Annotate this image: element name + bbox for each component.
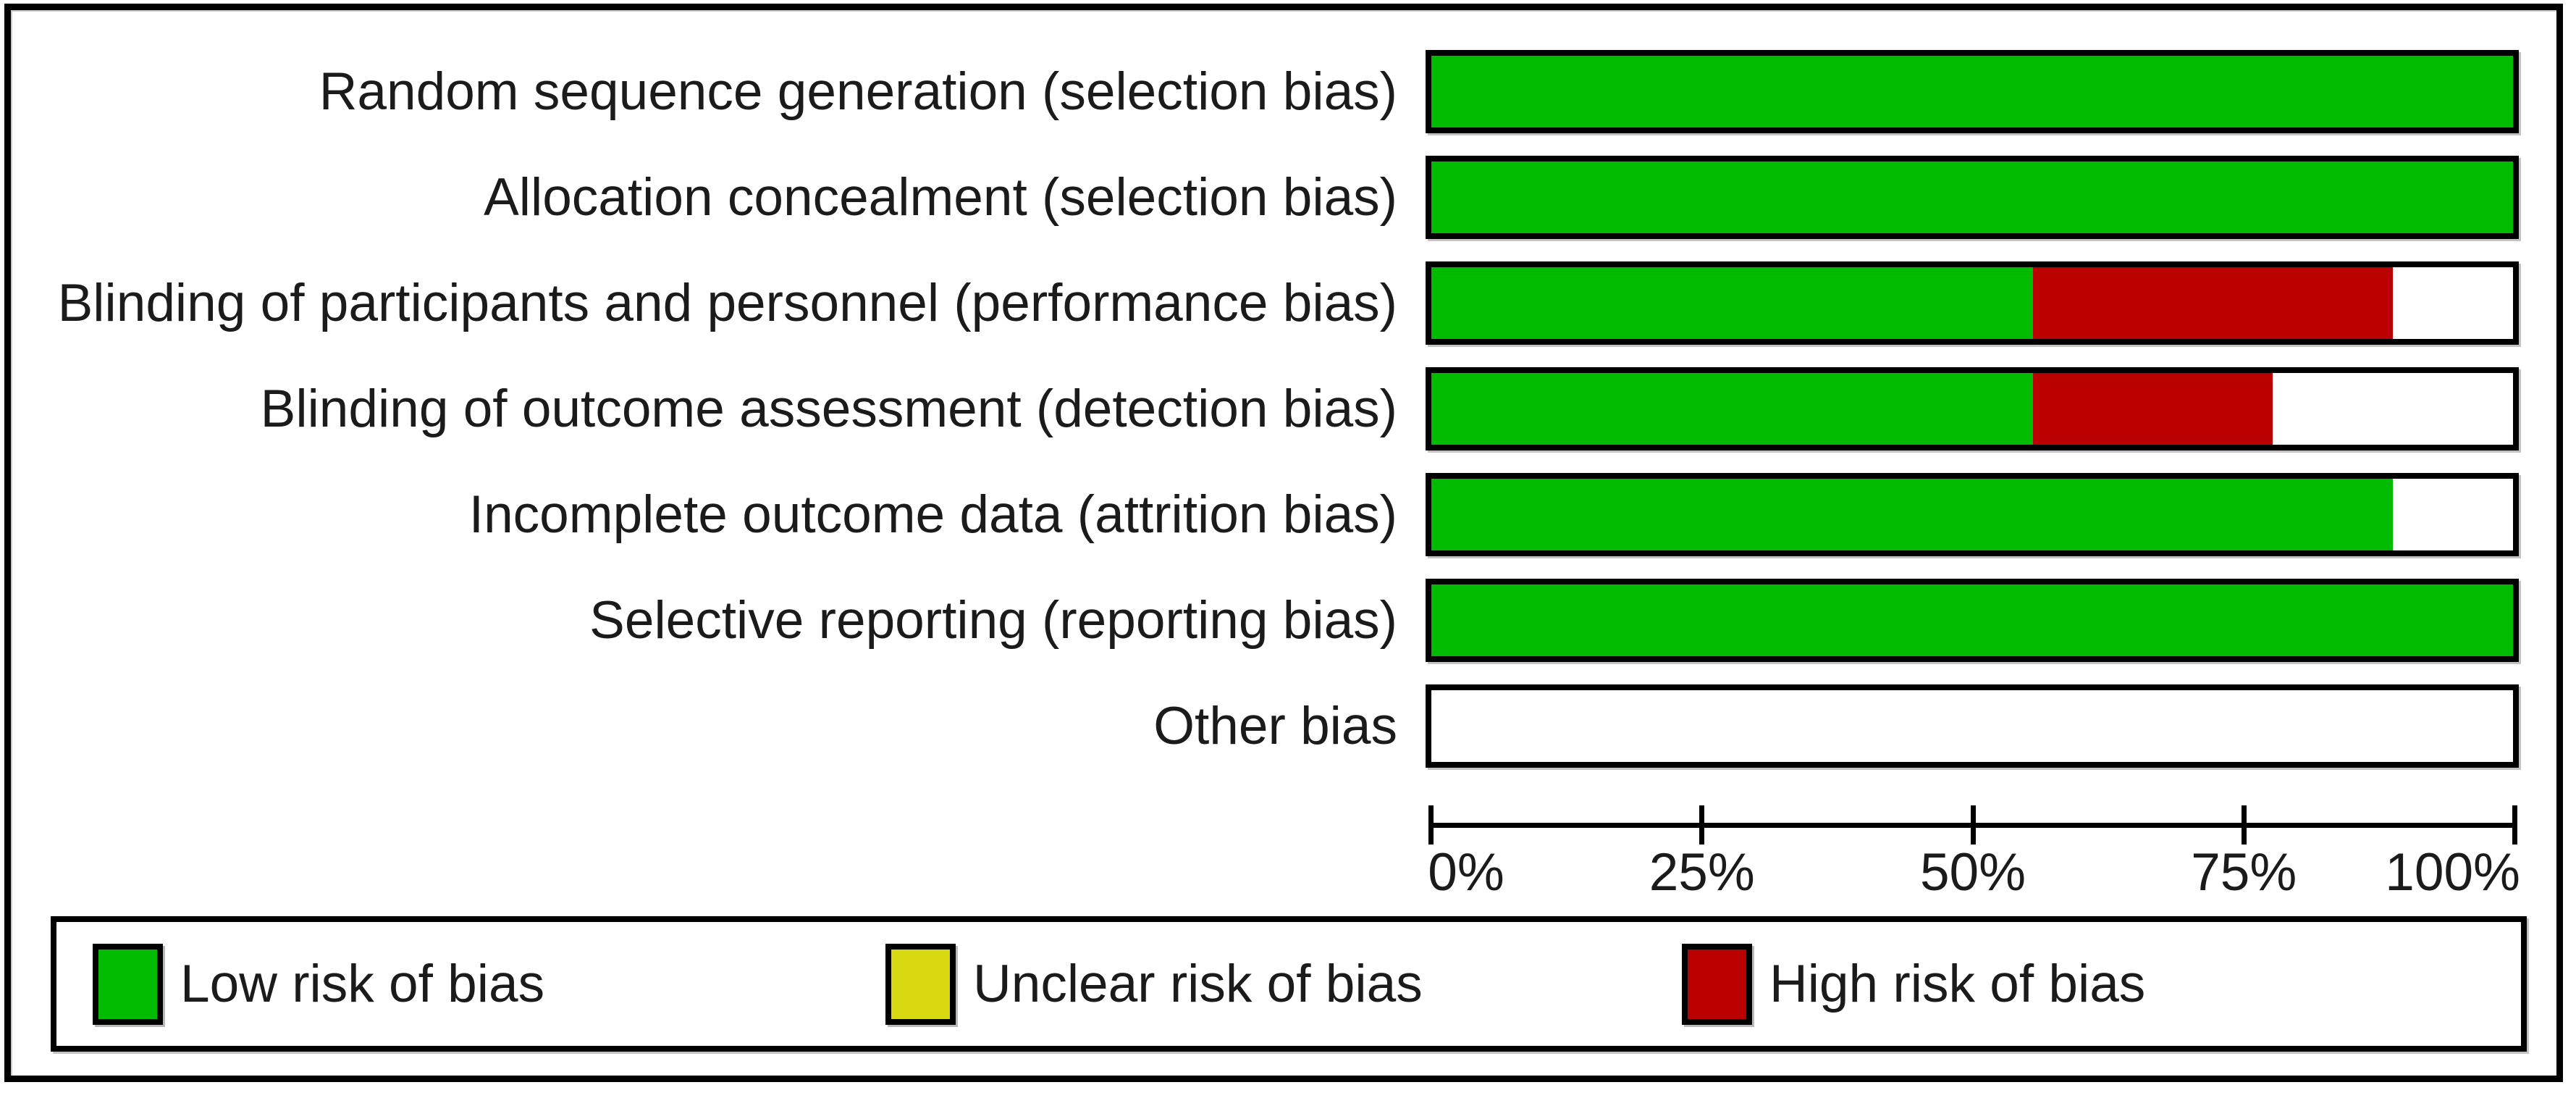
legend-swatch-unclear <box>885 943 956 1025</box>
bar-track <box>1426 473 2519 556</box>
bar-track <box>1426 261 2519 345</box>
legend: Low risk of bias Unclear risk of bias High… <box>51 916 2527 1052</box>
category-label: Allocation concealment (selection bias) <box>484 168 1397 227</box>
bar-segment-high <box>2032 373 2273 445</box>
bar-segment-low <box>1431 56 2513 127</box>
category-label: Random sequence generation (selection bi… <box>319 62 1397 121</box>
legend-item: High risk of bias <box>1682 943 2146 1025</box>
x-axis-tick-label: 50% <box>1919 843 2026 902</box>
bar-track <box>1426 684 2519 768</box>
chart-row: Other bias <box>0 684 2576 768</box>
x-axis-tick-label: 25% <box>1649 843 1755 902</box>
chart-row: Selective reporting (reporting bias) <box>0 579 2576 662</box>
bar-segment-low <box>1431 479 2394 550</box>
bar-segment-low <box>1431 267 2033 339</box>
chart-row: Blinding of outcome assessment (detectio… <box>0 367 2576 450</box>
bar-segment-low <box>1431 373 2033 445</box>
chart-row: Blinding of participants and personnel (… <box>0 261 2576 345</box>
bar-track <box>1426 156 2519 239</box>
legend-swatch-low <box>93 943 163 1025</box>
category-label: Blinding of participants and personnel (… <box>57 274 1397 332</box>
category-label: Other bias <box>1153 697 1397 755</box>
x-axis-tick-label: 100% <box>2385 843 2520 902</box>
bar-track <box>1426 50 2519 133</box>
legend-label: High risk of bias <box>1769 955 2146 1013</box>
bar-segment-high <box>2032 267 2394 339</box>
bar-track <box>1426 367 2519 450</box>
x-axis-tick-label: 75% <box>2191 843 2297 902</box>
figure-outer-border <box>4 4 2563 1082</box>
legend-swatch-high <box>1682 943 1752 1025</box>
chart-row: Random sequence generation (selection bi… <box>0 50 2576 133</box>
legend-label: Unclear risk of bias <box>973 955 1423 1013</box>
x-axis-tick <box>2241 805 2247 845</box>
category-label: Blinding of outcome assessment (detectio… <box>260 380 1397 438</box>
chart-row: Incomplete outcome data (attrition bias) <box>0 473 2576 556</box>
x-axis-tick <box>1970 805 1976 845</box>
chart-row: Allocation concealment (selection bias) <box>0 156 2576 239</box>
x-axis-tick <box>1699 805 1705 845</box>
bar-segment-low <box>1431 584 2513 656</box>
x-axis-tick-label: 0% <box>1428 843 1504 902</box>
bar-segment-low <box>1431 162 2513 233</box>
x-axis-tick <box>1428 805 1434 845</box>
bar-track <box>1426 579 2519 662</box>
legend-item: Low risk of bias <box>93 943 545 1025</box>
category-label: Incomplete outcome data (attrition bias) <box>468 485 1397 544</box>
x-axis-tick <box>2512 805 2517 845</box>
category-label: Selective reporting (reporting bias) <box>589 591 1397 650</box>
legend-label: Low risk of bias <box>180 955 545 1013</box>
legend-item: Unclear risk of bias <box>885 943 1423 1025</box>
